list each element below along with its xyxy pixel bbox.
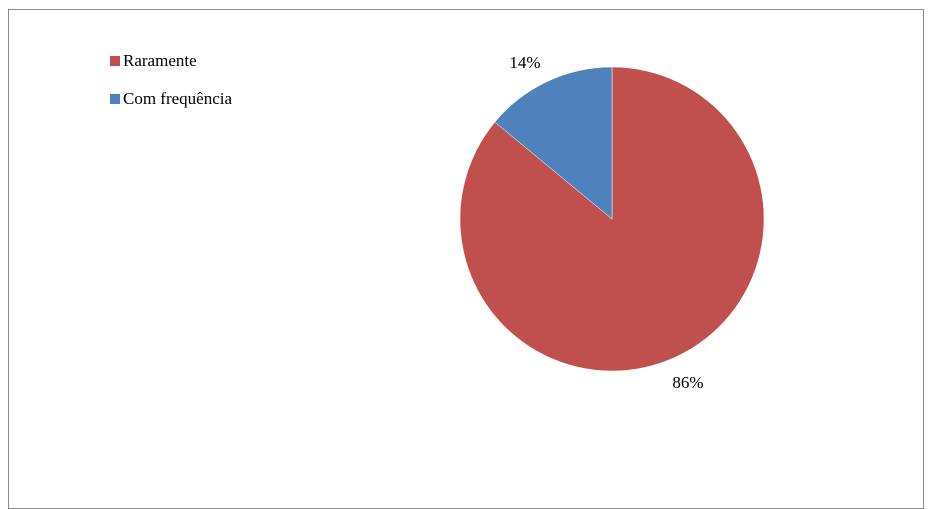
data-label-com-frequ-ncia: 14% <box>509 53 540 72</box>
legend-label-com-frequencia: Com frequência <box>123 89 233 108</box>
pie-slice-com-frequ-ncia <box>494 66 613 220</box>
legend-swatch-raramente <box>110 56 120 66</box>
legend-item-raramente: Raramente <box>110 51 232 71</box>
legend-swatch-com-frequencia <box>110 94 120 104</box>
legend: Raramente Com frequência <box>110 51 232 127</box>
pie-slice-raramente <box>459 66 765 372</box>
legend-item-com-frequencia: Com frequência <box>110 89 232 109</box>
pie-data-labels: 86% 14% <box>509 53 703 392</box>
data-label-raramente: 86% <box>672 373 703 392</box>
legend-label-raramente: Raramente <box>123 51 197 70</box>
pie-slices <box>459 66 765 372</box>
pie-chart: 86% 14% <box>459 53 765 392</box>
